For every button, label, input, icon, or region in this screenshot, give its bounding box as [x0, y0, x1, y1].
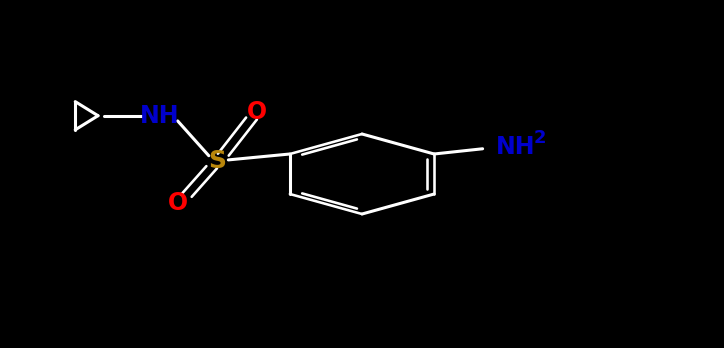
Text: NH: NH — [496, 135, 535, 159]
Text: O: O — [248, 100, 267, 124]
Text: S: S — [209, 149, 227, 173]
Text: O: O — [168, 191, 188, 215]
Text: NH: NH — [140, 104, 180, 128]
Text: 2: 2 — [534, 129, 546, 147]
